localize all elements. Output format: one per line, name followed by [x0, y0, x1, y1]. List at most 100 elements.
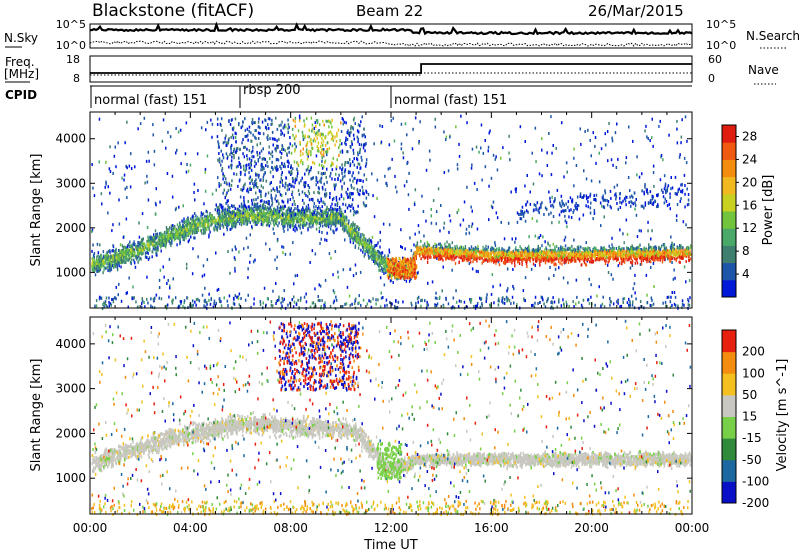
power-point — [689, 296, 691, 300]
power-point — [476, 302, 479, 305]
power-point — [291, 203, 294, 207]
power-point — [598, 180, 601, 184]
power-point — [216, 228, 219, 232]
power-point — [279, 208, 282, 212]
power-point — [179, 128, 182, 132]
power-point — [632, 139, 634, 143]
power-point — [267, 216, 269, 220]
station-title: Blackstone (fitACF) — [92, 1, 254, 21]
power-point — [133, 243, 135, 247]
power-point — [541, 174, 543, 178]
power-point — [96, 255, 98, 259]
power-point — [171, 301, 174, 305]
power-point — [584, 252, 586, 256]
power-point — [507, 297, 509, 301]
power-point — [413, 203, 416, 207]
power-point — [480, 298, 482, 302]
power-point — [213, 302, 215, 306]
power-point — [606, 130, 609, 133]
power-point — [646, 260, 648, 264]
power-point — [524, 246, 527, 250]
power-point — [511, 295, 514, 299]
power-point — [413, 243, 415, 247]
power-point — [689, 249, 691, 253]
power-point — [414, 188, 417, 192]
power-point — [269, 219, 271, 223]
power-point — [604, 143, 607, 147]
power-point — [161, 139, 164, 143]
power-point — [210, 222, 213, 226]
power-point — [103, 266, 106, 270]
power-point — [332, 273, 334, 277]
power-point — [375, 298, 377, 302]
power-point — [636, 173, 638, 177]
power-point — [511, 261, 513, 265]
power-point — [547, 259, 549, 263]
power-point — [205, 128, 207, 132]
power-point — [376, 262, 379, 266]
power-point — [330, 256, 332, 260]
power-point — [467, 255, 470, 259]
power-point — [196, 227, 198, 231]
power-point — [418, 230, 420, 234]
power-point — [594, 303, 596, 307]
power-point — [241, 219, 244, 223]
power-point — [546, 151, 548, 155]
power-point — [266, 219, 268, 223]
power-point — [470, 298, 473, 301]
power-point — [144, 246, 147, 250]
power-point — [243, 199, 245, 203]
power-point — [454, 245, 456, 249]
power-point — [214, 208, 216, 212]
power-point — [514, 187, 517, 191]
power-point — [93, 194, 96, 198]
power-point — [685, 280, 687, 284]
power-point — [504, 261, 507, 264]
power-point — [493, 249, 495, 253]
power-point — [149, 235, 151, 239]
power-point — [323, 214, 325, 218]
power-point — [613, 247, 615, 250]
power-point — [659, 178, 662, 182]
power-point — [636, 251, 638, 255]
power-point — [520, 209, 522, 213]
power-point — [514, 240, 516, 244]
power-point — [289, 252, 291, 256]
power-point — [603, 305, 606, 309]
power-point — [208, 298, 210, 302]
power-point — [288, 146, 290, 150]
power-point — [649, 139, 651, 142]
power-point — [471, 209, 473, 213]
power-point — [609, 297, 611, 300]
power-point — [314, 121, 317, 125]
power-point — [510, 251, 512, 255]
power-point — [651, 229, 653, 233]
power-point — [516, 303, 518, 307]
noise-right-tick-bottom: 10^0 — [706, 39, 736, 52]
power-point — [608, 250, 611, 254]
power-point — [389, 279, 392, 283]
power-point — [524, 276, 527, 280]
power-point — [672, 244, 674, 248]
power-point — [107, 249, 110, 253]
power-point — [240, 223, 243, 227]
power-point — [197, 255, 199, 259]
power-point — [493, 247, 495, 251]
power-point — [376, 196, 378, 200]
power-point — [151, 250, 153, 254]
power-point — [146, 242, 149, 246]
power-point — [180, 162, 182, 166]
power-point — [385, 269, 387, 273]
power-point — [470, 260, 472, 264]
power-point — [331, 207, 334, 211]
power-point — [170, 227, 173, 231]
power-point — [458, 154, 461, 158]
power-point — [496, 256, 498, 260]
power-point — [663, 258, 666, 262]
power-point — [543, 213, 545, 216]
power-point — [493, 260, 495, 263]
power-point — [447, 169, 450, 173]
power-point — [649, 250, 651, 254]
power-point — [647, 250, 649, 254]
power-point — [187, 240, 190, 244]
